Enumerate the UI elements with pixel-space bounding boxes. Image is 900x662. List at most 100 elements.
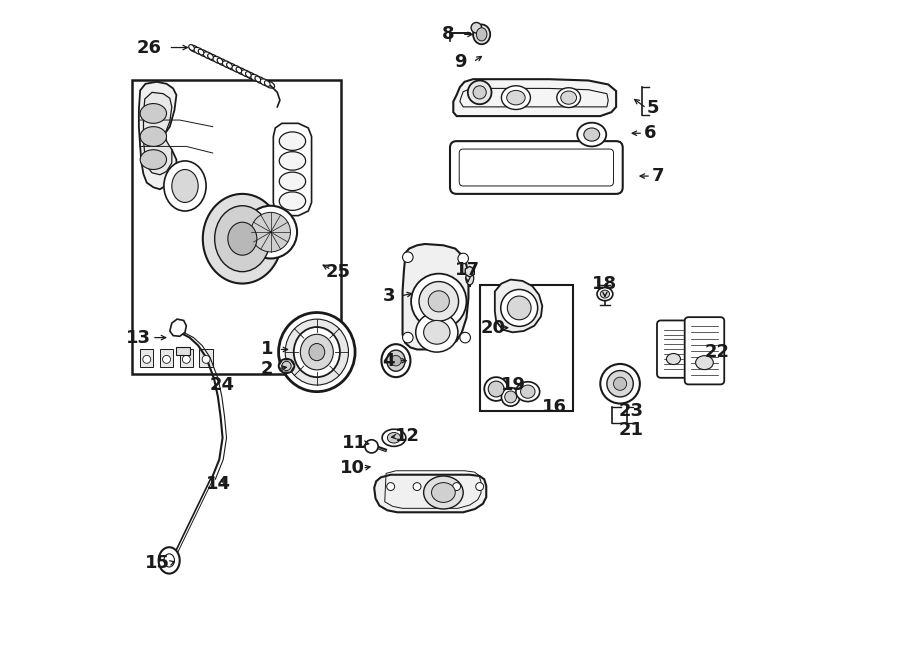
Ellipse shape	[279, 132, 306, 150]
Bar	[480, 285, 573, 411]
Ellipse shape	[227, 63, 232, 68]
Ellipse shape	[505, 391, 517, 403]
Ellipse shape	[584, 128, 599, 141]
Ellipse shape	[140, 150, 166, 169]
Ellipse shape	[365, 440, 378, 453]
Text: 24: 24	[210, 376, 235, 394]
Text: 19: 19	[500, 376, 526, 394]
Ellipse shape	[164, 161, 206, 211]
Ellipse shape	[416, 312, 458, 352]
Ellipse shape	[251, 213, 291, 252]
Ellipse shape	[198, 49, 204, 55]
Text: 1: 1	[260, 340, 273, 358]
FancyBboxPatch shape	[450, 141, 623, 194]
Ellipse shape	[301, 334, 333, 370]
Ellipse shape	[203, 52, 213, 59]
Ellipse shape	[402, 252, 413, 262]
Text: 9: 9	[454, 53, 467, 71]
Ellipse shape	[557, 88, 580, 107]
Ellipse shape	[158, 547, 180, 573]
Ellipse shape	[600, 290, 609, 298]
Text: 18: 18	[592, 275, 617, 293]
Ellipse shape	[428, 291, 449, 312]
FancyBboxPatch shape	[657, 320, 690, 378]
Ellipse shape	[279, 192, 306, 211]
Text: 16: 16	[543, 399, 567, 416]
Ellipse shape	[244, 206, 297, 258]
Text: 17: 17	[455, 261, 481, 279]
Polygon shape	[374, 475, 486, 512]
Bar	[176, 347, 190, 355]
Ellipse shape	[614, 377, 626, 391]
Ellipse shape	[265, 81, 270, 87]
Ellipse shape	[453, 483, 461, 491]
Ellipse shape	[202, 194, 282, 283]
Ellipse shape	[212, 56, 222, 64]
Ellipse shape	[424, 320, 450, 344]
Ellipse shape	[199, 50, 208, 57]
Ellipse shape	[309, 344, 325, 361]
Ellipse shape	[194, 48, 203, 54]
Polygon shape	[402, 244, 469, 350]
Ellipse shape	[476, 28, 487, 41]
Text: 23: 23	[619, 402, 644, 420]
Text: 13: 13	[126, 328, 151, 347]
Ellipse shape	[256, 77, 266, 83]
Ellipse shape	[516, 382, 540, 402]
Ellipse shape	[189, 45, 199, 52]
Ellipse shape	[460, 332, 471, 343]
Ellipse shape	[279, 172, 306, 191]
Ellipse shape	[215, 206, 270, 271]
Ellipse shape	[466, 271, 473, 285]
Ellipse shape	[183, 355, 190, 363]
Ellipse shape	[387, 483, 394, 491]
Ellipse shape	[471, 23, 482, 33]
Text: 11: 11	[342, 434, 367, 452]
Ellipse shape	[217, 58, 223, 64]
Ellipse shape	[208, 54, 213, 60]
Text: 20: 20	[481, 318, 505, 337]
Bar	[200, 349, 212, 367]
Polygon shape	[139, 82, 176, 189]
Ellipse shape	[402, 332, 413, 343]
Polygon shape	[170, 319, 186, 336]
Ellipse shape	[696, 355, 714, 369]
Ellipse shape	[246, 72, 256, 79]
Ellipse shape	[391, 355, 401, 366]
FancyBboxPatch shape	[685, 317, 724, 385]
Polygon shape	[143, 93, 172, 175]
Ellipse shape	[501, 86, 530, 109]
Ellipse shape	[246, 71, 251, 77]
Bar	[160, 349, 173, 367]
Text: 26: 26	[136, 38, 161, 56]
Ellipse shape	[227, 63, 237, 70]
Ellipse shape	[282, 361, 291, 371]
Text: 10: 10	[340, 459, 364, 477]
Ellipse shape	[163, 355, 170, 363]
Ellipse shape	[279, 359, 294, 373]
Ellipse shape	[241, 70, 251, 77]
Ellipse shape	[458, 253, 469, 263]
Text: 4: 4	[382, 352, 395, 369]
Ellipse shape	[279, 152, 306, 170]
Text: 2: 2	[260, 359, 273, 377]
Ellipse shape	[473, 86, 486, 99]
Polygon shape	[495, 279, 543, 332]
Polygon shape	[274, 123, 311, 216]
Bar	[140, 349, 153, 367]
Ellipse shape	[285, 319, 348, 385]
Polygon shape	[454, 79, 616, 116]
Ellipse shape	[431, 483, 455, 502]
Ellipse shape	[507, 91, 526, 105]
Ellipse shape	[382, 429, 406, 446]
Ellipse shape	[577, 122, 607, 146]
Ellipse shape	[387, 432, 400, 443]
Ellipse shape	[484, 377, 508, 401]
Text: 25: 25	[326, 263, 350, 281]
Ellipse shape	[413, 483, 421, 491]
Bar	[180, 349, 193, 367]
Text: 3: 3	[383, 287, 396, 305]
Ellipse shape	[208, 54, 218, 61]
Ellipse shape	[265, 81, 274, 88]
Text: 12: 12	[395, 428, 419, 446]
